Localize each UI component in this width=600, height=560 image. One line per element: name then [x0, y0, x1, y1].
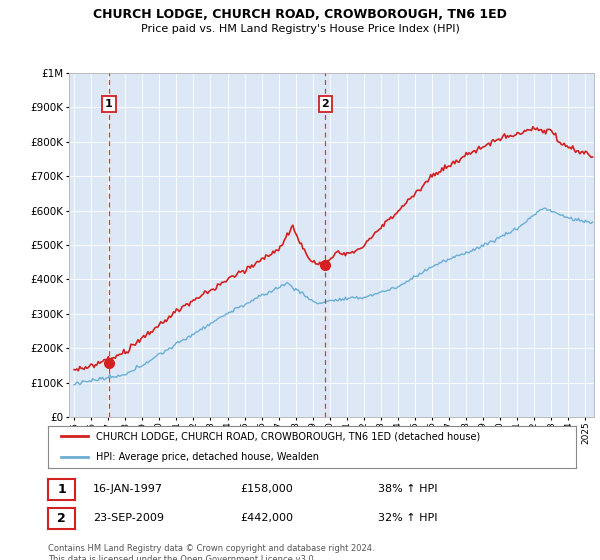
Text: CHURCH LODGE, CHURCH ROAD, CROWBOROUGH, TN6 1ED (detached house): CHURCH LODGE, CHURCH ROAD, CROWBOROUGH, …: [95, 431, 480, 441]
Text: 2: 2: [322, 99, 329, 109]
Text: 16-JAN-1997: 16-JAN-1997: [93, 484, 163, 494]
Text: 23-SEP-2009: 23-SEP-2009: [93, 513, 164, 523]
Text: 1: 1: [105, 99, 113, 109]
Text: £158,000: £158,000: [240, 484, 293, 494]
Text: 38% ↑ HPI: 38% ↑ HPI: [378, 484, 437, 494]
Text: 32% ↑ HPI: 32% ↑ HPI: [378, 513, 437, 523]
Text: £442,000: £442,000: [240, 513, 293, 523]
Text: CHURCH LODGE, CHURCH ROAD, CROWBOROUGH, TN6 1ED: CHURCH LODGE, CHURCH ROAD, CROWBOROUGH, …: [93, 8, 507, 21]
Text: 1: 1: [57, 483, 66, 496]
Text: Contains HM Land Registry data © Crown copyright and database right 2024.
This d: Contains HM Land Registry data © Crown c…: [48, 544, 374, 560]
Text: 2: 2: [57, 512, 66, 525]
Text: HPI: Average price, detached house, Wealden: HPI: Average price, detached house, Weal…: [95, 452, 319, 462]
Text: Price paid vs. HM Land Registry's House Price Index (HPI): Price paid vs. HM Land Registry's House …: [140, 24, 460, 34]
